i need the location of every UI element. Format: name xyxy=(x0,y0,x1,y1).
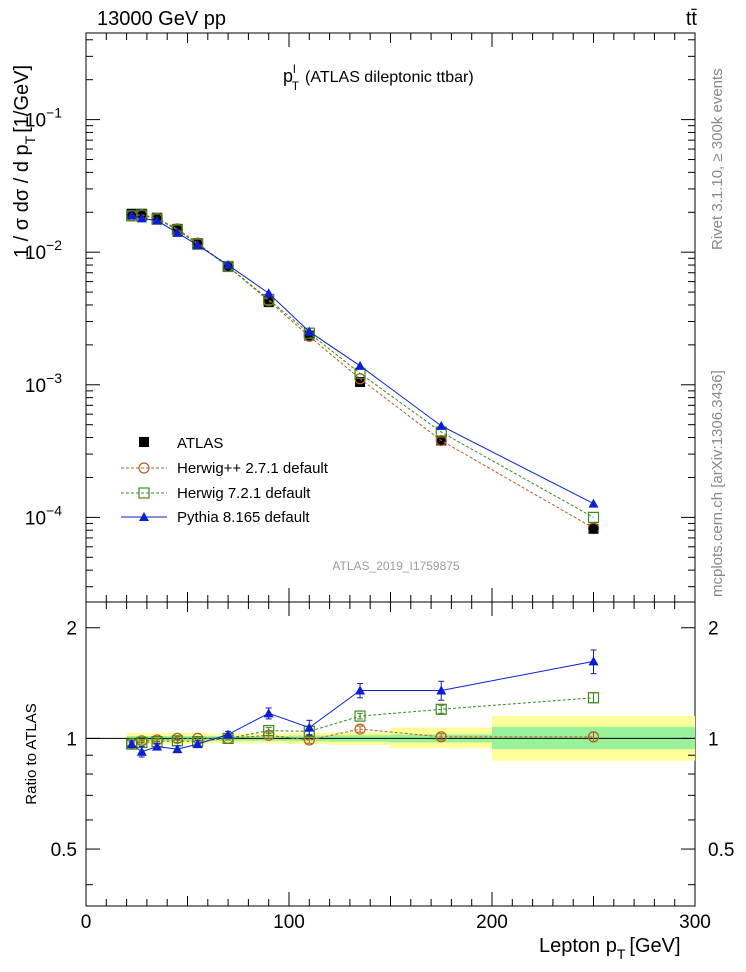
ratio-xtick-label: 0 xyxy=(81,912,92,933)
legend-herwig7-marker xyxy=(138,487,150,499)
main-series-point-2 xyxy=(152,215,163,225)
atlas-data-point xyxy=(304,330,315,341)
xlabel: Lepton pT [GeV] xyxy=(539,935,681,962)
ratio-series-point-0 xyxy=(587,731,600,743)
ratio-series-group xyxy=(126,649,600,758)
atlas-data-point xyxy=(355,376,366,387)
ratio-series-point-2 xyxy=(263,708,274,718)
main-ytick-label: 10−4 xyxy=(25,502,62,529)
main-series-point-1 xyxy=(587,511,600,523)
ratio-series-point-0 xyxy=(435,731,447,743)
ratio-series-point-2 xyxy=(304,722,315,732)
main-series-point-2 xyxy=(136,213,147,223)
main-ylabel-text: 1 / σ dσ / d p xyxy=(11,144,33,258)
legend-pythia-label: Pythia 8.165 default xyxy=(177,509,310,526)
ratio-series-point-2 xyxy=(172,744,183,754)
main-ytick-label: 10−1 xyxy=(25,105,62,132)
ratio-ylabel: Ratio to ATLAS xyxy=(23,703,40,804)
atlas-data-point xyxy=(263,297,274,308)
ratio-xtick-label: 100 xyxy=(273,912,305,933)
plot-title-sup: l xyxy=(293,62,296,76)
main-ytick-label: 10−2 xyxy=(25,237,62,264)
ratio-series-point-2 xyxy=(355,685,366,695)
main-series-group xyxy=(126,208,600,534)
main-series-point-2 xyxy=(126,210,137,220)
legend-atlas-label: ATLAS xyxy=(177,435,223,452)
ratio-ytick-label-right: 0.5 xyxy=(708,840,734,861)
ratio-axis-ticks: 0 100 200 300 0.5 0.5 1 1 2 2 xyxy=(51,602,734,933)
main-series-point-2 xyxy=(263,288,274,298)
ratio-series-point-1 xyxy=(354,710,366,722)
plot-title-rest: (ATLAS dileptonic ttbar) xyxy=(305,69,474,86)
main-ytick-label-exp: −4 xyxy=(46,502,62,518)
legend-herwig7-label: Herwig 7.2.1 default xyxy=(177,485,311,502)
main-series-point-2 xyxy=(355,360,366,370)
ratio-series-point-2 xyxy=(588,656,599,666)
main-series-point-2 xyxy=(192,240,203,250)
main-series-point-2 xyxy=(223,260,234,270)
main-ytick-label-base: 10 xyxy=(25,243,46,264)
ratio-series-point-2 xyxy=(152,741,163,751)
ratio-series-point-0 xyxy=(354,723,366,735)
analysis-watermark: ATLAS_2019_I1759875 xyxy=(332,559,460,573)
main-ytick-label: 10−3 xyxy=(25,370,62,397)
main-ytick-label-base: 10 xyxy=(25,376,46,397)
xlabel-unit: [GeV] xyxy=(629,935,680,957)
ratio-series-point-2 xyxy=(192,739,203,749)
plot-title-sub: T xyxy=(292,79,300,93)
ratio-xtick-label: 300 xyxy=(679,912,711,933)
ratio-series-point-2 xyxy=(126,739,137,749)
main-ytick-label-exp: −2 xyxy=(46,237,62,253)
atlas-data-point-last xyxy=(588,523,599,534)
legend-herwigpp-marker xyxy=(138,462,150,474)
main-ytick-label-base: 10 xyxy=(25,111,46,132)
ratio-xtick-label: 200 xyxy=(476,912,508,933)
main-series-point-0 xyxy=(435,434,447,447)
ratio-series-point-1 xyxy=(263,725,275,737)
legend-pythia-marker xyxy=(139,512,149,521)
ratio-ytick-label-right: 1 xyxy=(708,729,719,750)
plot-title: pl T (ATLAS dileptonic ttbar) xyxy=(283,62,474,93)
rivet-label: Rivet 3.1.10, ≥ 300k events xyxy=(709,68,726,250)
main-ylabel: 1 / σ dσ / d pT [1/GeV] xyxy=(11,65,38,258)
ratio-series-point-1 xyxy=(587,692,600,704)
main-ylabel-sub: T xyxy=(22,135,38,144)
ratio-series-point-2 xyxy=(436,685,447,695)
main-axis-ticks: 10−410−310−210−1 xyxy=(25,33,696,602)
ratio-series-point-2 xyxy=(136,746,147,756)
xlabel-sub: T xyxy=(617,946,626,962)
ratio-ytick-label-right: 2 xyxy=(708,619,719,640)
ratio-ytick-label-left: 0.5 xyxy=(51,840,77,861)
plot-title-main: p xyxy=(283,66,293,86)
main-ytick-label-exp: −1 xyxy=(46,105,62,121)
legend-atlas-marker xyxy=(139,437,149,447)
legend-herwigpp-label: Herwig++ 2.7.1 default xyxy=(177,460,329,477)
main-series-point-2 xyxy=(436,420,447,430)
energy-label: 13000 GeV pp xyxy=(97,8,226,30)
main-series-line-0 xyxy=(131,214,594,529)
ratio-series-point-2 xyxy=(223,729,234,739)
xlabel-text: Lepton p xyxy=(539,935,617,957)
source-label: mcplots.cern.ch [arXiv:1306.3436] xyxy=(709,370,726,597)
ratio-ytick-label-left: 2 xyxy=(66,619,77,640)
main-ytick-label-exp: −3 xyxy=(46,370,62,386)
main-series-point-2 xyxy=(588,498,599,508)
main-series-point-2 xyxy=(304,326,315,336)
main-series-point-2 xyxy=(172,227,183,237)
process-label: tt̄ xyxy=(686,8,698,30)
legend: ATLAS Herwig++ 2.7.1 default Herwig 7.2.… xyxy=(121,435,329,526)
main-ytick-label-base: 10 xyxy=(25,508,46,529)
main-ylabel-unit: [1/GeV] xyxy=(11,65,33,133)
ratio-ytick-label-left: 1 xyxy=(66,729,77,750)
ratio-series-point-1 xyxy=(435,703,447,715)
